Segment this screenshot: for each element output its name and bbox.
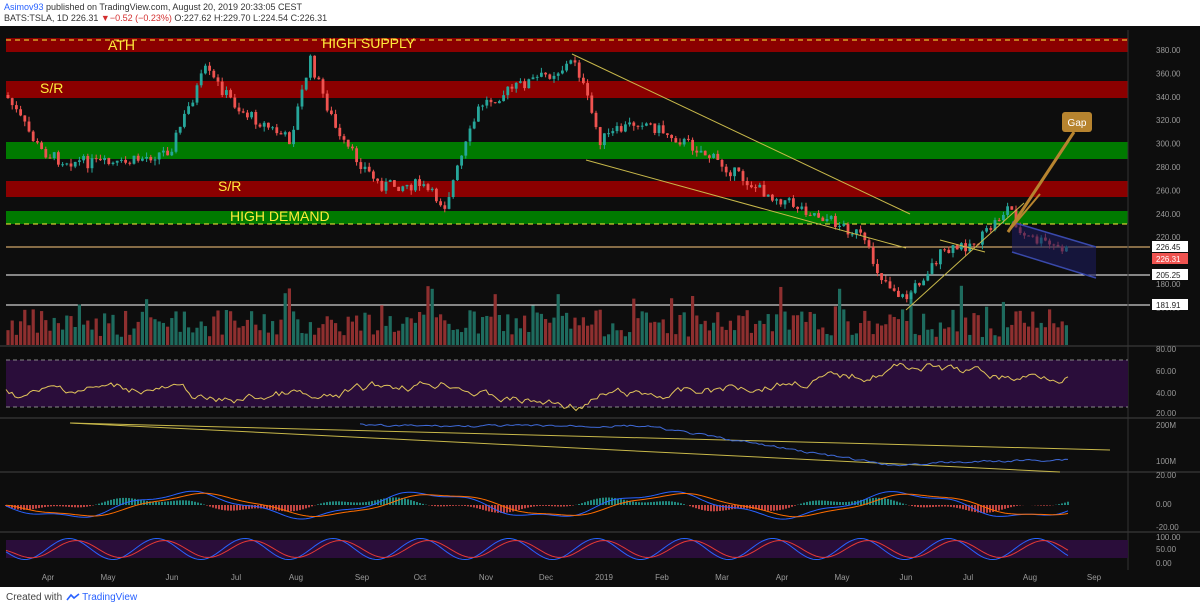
price-change: −0.52 (−0.23%) (109, 13, 172, 23)
price-tick: 240.00 (1156, 210, 1181, 219)
macd-tick-20: 20.00 (1156, 471, 1177, 480)
rsi-tick-80: 80.00 (1156, 345, 1177, 354)
ath-label: ATH (108, 37, 135, 53)
last-price: 226.31 (70, 13, 99, 23)
time-tick: Sep (355, 573, 370, 582)
obv-tick-100m: 100M (1156, 457, 1176, 466)
chart-header: Asimov93 published on TradingView.com, A… (0, 0, 1200, 26)
footer: Created with TradingView (0, 587, 1200, 609)
flag-line (939, 239, 986, 253)
price-tick: 180.00 (1156, 280, 1181, 289)
macd-histogram (5, 497, 1069, 513)
time-tick: Jun (166, 573, 179, 582)
created-with-text: Created with (6, 592, 63, 603)
sr-label-middle: S/R (218, 178, 241, 194)
author-link[interactable]: Asimov93 (4, 2, 44, 12)
price-tick: 380.00 (1156, 46, 1181, 55)
zones (6, 38, 1150, 306)
time-tick: Oct (414, 573, 427, 582)
time-tick: Jul (963, 573, 973, 582)
time-tick: Nov (479, 573, 493, 582)
time-tick: Mar (715, 573, 729, 582)
sr-zone-middle (6, 181, 1128, 197)
tradingview-link[interactable]: TradingView (82, 592, 138, 603)
price-label-181-91: 181.91 (1156, 301, 1181, 310)
sr-zone-upper (6, 81, 1128, 98)
open-value: O:227.62 (174, 13, 212, 23)
falling-wedge-bottom-line (585, 159, 907, 249)
price-label-226-45: 226.45 (1156, 243, 1181, 252)
time-tick: Apr (42, 573, 55, 582)
chart-area[interactable]: Gap ATH HIGH SUPPLY S/R S/R HIGH DEMAND … (0, 26, 1200, 587)
symbol-line: BATS:TSLA, 1D 226.31 ▼−0.52 (−0.23%) O:2… (4, 13, 327, 23)
symbol-label[interactable]: BATS:TSLA, 1D (4, 13, 69, 23)
high-demand-zone (6, 211, 1128, 224)
low-value: L:224.54 (253, 13, 289, 23)
rsi-tick-20: 20.00 (1156, 409, 1177, 418)
rsi-tick-60: 60.00 (1156, 367, 1177, 376)
falling-wedge-top-line (571, 53, 911, 215)
time-tick: Aug (1023, 573, 1037, 582)
indicator-axes: 80.00 60.00 40.00 20.00 200M 100M 20.00 … (1156, 345, 1181, 568)
time-tick: 2019 (595, 573, 613, 582)
high-value: H:229.70 (213, 13, 251, 23)
supply-zone-top (6, 38, 1128, 52)
price-labels: 226.45 226.31 205.25 181.91 (1152, 241, 1188, 310)
price-tick: 280.00 (1156, 163, 1181, 172)
time-tick: Sep (1087, 573, 1102, 582)
time-tick: Jun (900, 573, 913, 582)
price-candles (6, 54, 1068, 304)
time-tick: Dec (539, 573, 553, 582)
macd-line (5, 490, 1069, 520)
obv-line (359, 423, 1069, 467)
stoch-band (6, 540, 1128, 558)
macd-signal-line (5, 492, 1069, 518)
publish-line: Asimov93 published on TradingView.com, A… (4, 2, 302, 12)
macd-tick-0: 0.00 (1156, 500, 1172, 509)
stoch-tick-50: 50.00 (1156, 545, 1177, 554)
rsi-band (6, 360, 1128, 407)
gap-label: Gap (1068, 118, 1087, 129)
pane-separators (0, 30, 1200, 570)
time-tick: Apr (776, 573, 789, 582)
rsi-line (5, 362, 1069, 412)
sr-label-top: S/R (40, 80, 63, 96)
tradingview-logo-icon (66, 593, 80, 601)
macd-tick-neg20: -20.00 (1156, 523, 1179, 532)
bull-flag-channel (1011, 221, 1097, 279)
stoch-tick-100: 100.00 (1156, 533, 1181, 542)
gap-callout: Gap (1006, 112, 1092, 233)
down-triangle-icon: ▼ (100, 13, 110, 23)
price-tick: 260.00 (1156, 186, 1181, 195)
obv-tick-200m: 200M (1156, 421, 1176, 430)
demand-zone-upper (6, 142, 1128, 159)
high-supply-label: HIGH SUPPLY (322, 35, 416, 51)
time-tick: May (834, 573, 849, 582)
time-axis[interactable]: Apr May Jun Jul Aug Sep Oct Nov Dec 2019 Feb Mar Apr… (42, 573, 1102, 582)
price-tick: 360.00 (1156, 69, 1181, 78)
price-label-226-31: 226.31 (1156, 255, 1181, 264)
time-tick: Jul (231, 573, 241, 582)
stoch-tick-0: 0.00 (1156, 559, 1172, 568)
rsi-tick-40: 40.00 (1156, 389, 1177, 398)
price-tick: 300.00 (1156, 140, 1181, 149)
stoch-d-line (5, 539, 1069, 559)
obv-upper-trendline (69, 422, 1111, 451)
time-tick: Aug (289, 573, 303, 582)
uptrend-line (905, 202, 1025, 311)
price-tick: 320.00 (1156, 116, 1181, 125)
price-tick: 220.00 (1156, 233, 1181, 242)
stoch-k-line (5, 537, 1069, 561)
price-tick: 340.00 (1156, 93, 1181, 102)
zone-labels: ATH HIGH SUPPLY S/R S/R HIGH DEMAND (40, 35, 416, 224)
obv-lower-trendline (69, 422, 1061, 473)
trendlines (69, 53, 1111, 473)
time-tick: Feb (655, 573, 669, 582)
high-demand-label: HIGH DEMAND (230, 208, 330, 224)
publish-info: published on TradingView.com, August 20,… (43, 2, 303, 12)
close-value: C:226.31 (290, 13, 328, 23)
volume-bars (6, 285, 1068, 345)
price-label-205-25: 205.25 (1156, 271, 1181, 280)
time-tick: May (100, 573, 115, 582)
